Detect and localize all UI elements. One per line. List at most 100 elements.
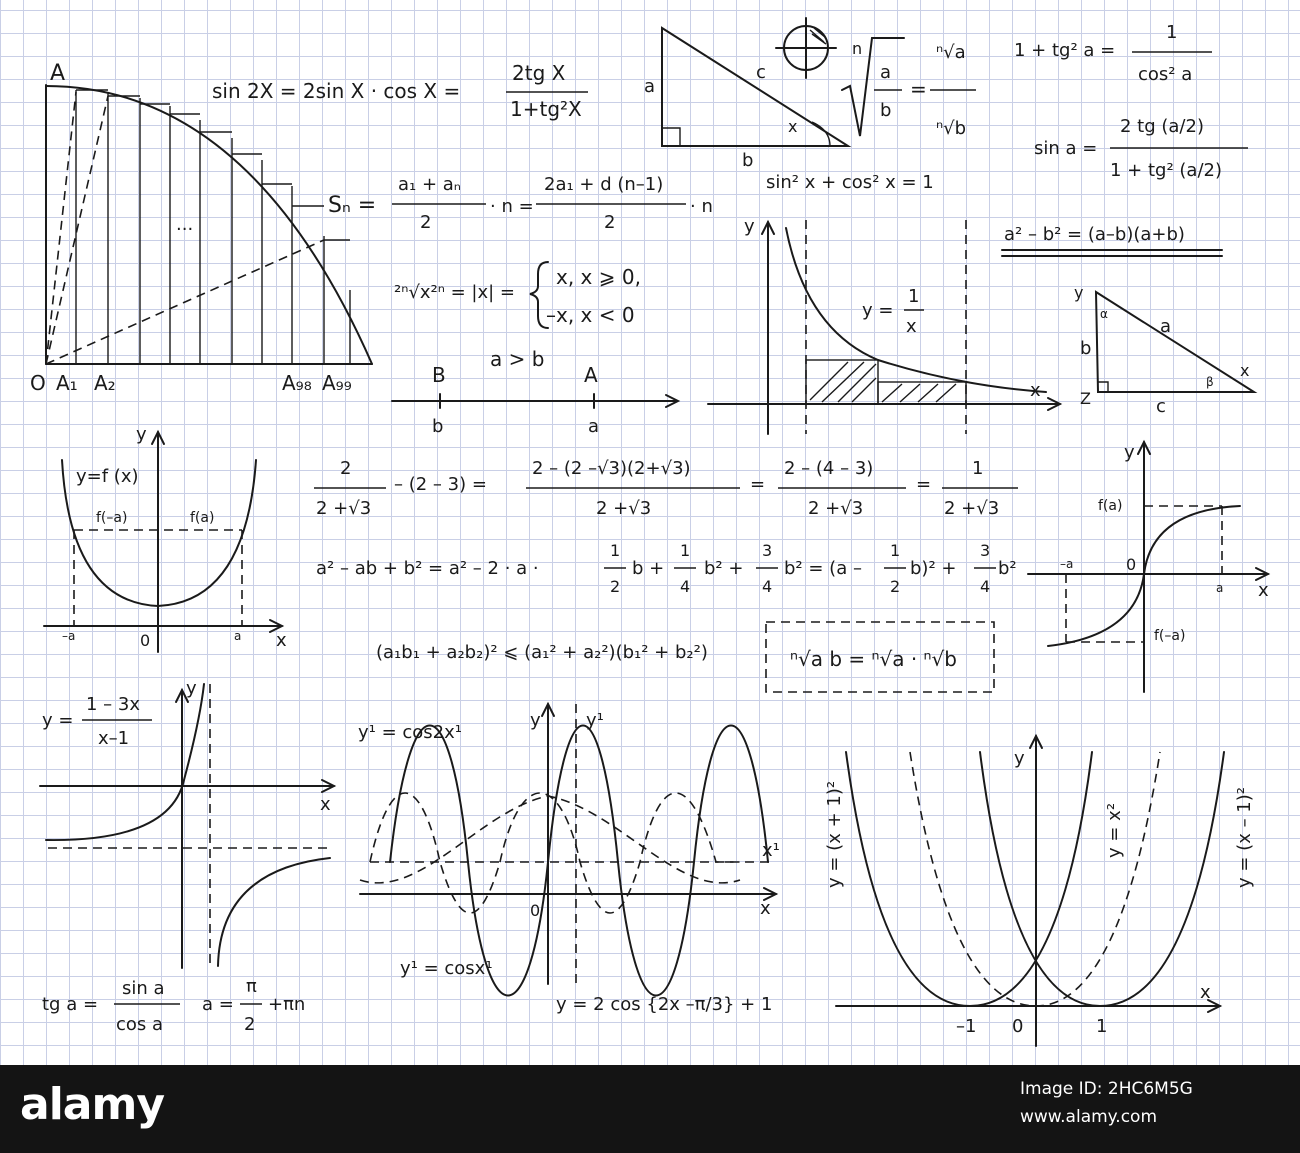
fraction-denominator: 2 (610, 577, 620, 596)
formula-text: ⁿ√a b = ⁿ√a · ⁿ√b (790, 647, 957, 671)
fraction-numerator: 1 (908, 286, 919, 307)
fraction-numerator: 1 (610, 541, 620, 560)
tick-label: –a (62, 629, 75, 643)
odd-function-graph: y f(a) –a 0 a x f(–a) (1027, 439, 1271, 693)
formula-text: b + (632, 558, 664, 579)
formula-text: b² (998, 558, 1017, 579)
rationalization-formula: 2 2 +√3 – (2 – 3) = 2 – (2 –√3)(2+√3) 2 … (314, 458, 1018, 519)
formula-text: b² + (704, 558, 743, 579)
area-label-a98: A₉₈ (282, 371, 312, 395)
tangent-identity: 1 + tg² a = 1 cos² a (1014, 22, 1212, 85)
curve-label-right: y = (x – 1)² (1234, 787, 1255, 888)
fraction-numerator: 1 (1166, 22, 1177, 43)
formula-text: Sₙ = (328, 193, 376, 218)
formula-text: +πn (268, 994, 305, 1015)
fraction-numerator: 1 (680, 541, 690, 560)
y1-axis-label: y¹ (586, 710, 604, 731)
fraction-numerator: 2a₁ + d (n–1) (544, 174, 663, 195)
tick-label: a (234, 629, 241, 643)
tangent-definition: tg a = sin a cos a a = π 2 +πn (42, 976, 305, 1035)
x-axis-label: x (320, 794, 331, 815)
tick-label: –1 (956, 1016, 976, 1037)
hyperbola-graph: y x y = 1 – 3x x–1 (39, 678, 337, 969)
fraction-denominator: 2 +√3 (316, 498, 371, 519)
fraction-denominator: 1+tg²X (510, 97, 582, 121)
equals-sign: = (750, 474, 765, 495)
fraction-numerator: ⁿ√a (936, 42, 966, 63)
shifted-parabolas-graph: y x –1 0 1 y = (x + 1)² y = x² y = (x – … (824, 733, 1255, 1047)
cauchy-inequality: (a₁b₁ + a₂b₂)² ⩽ (a₁² + a₂²)(b₁² + b₂²) (376, 642, 708, 663)
formula-text: ²ⁿ√x²ⁿ = |x| = (394, 282, 515, 303)
even-function-graph: y y=f (x) f(–a) f(a) –a 0 a x (43, 424, 287, 653)
y-axis-label: y (744, 216, 755, 237)
math-doodles: A O A₁ A₂ A₉₈ A₉₉ ... sin 2X = 2sin X · … (30, 17, 1271, 1047)
right-triangle-right: y a b c x Z α β (1074, 283, 1258, 417)
fraction-denominator: ⁿ√b (936, 118, 966, 139)
formula-text: b)² + (910, 558, 956, 579)
circle-crosshair (775, 17, 837, 79)
curve-label-middle: y = x² (1104, 803, 1125, 858)
angle-x: x (788, 117, 797, 136)
arithmetic-sum-formula: Sₙ = a₁ + aₙ 2 · n = 2a₁ + d (n–1) 2 · n (328, 174, 713, 233)
fraction-numerator: 3 (762, 541, 772, 560)
fraction-denominator: 4 (980, 577, 990, 596)
formula-text: – (2 – 3) = (394, 474, 487, 495)
root-fraction-formula: n a b = ⁿ√a ⁿ√b (841, 37, 976, 139)
stock-url: www.alamy.com (1020, 1107, 1158, 1127)
graph-paper-sheet: A O A₁ A₂ A₉₈ A₉₉ ... sin 2X = 2sin X · … (0, 0, 1300, 1065)
area-label-a1: A₁ (56, 371, 78, 395)
fraction-denominator: b (880, 100, 891, 121)
origin-label: 0 (1126, 555, 1136, 574)
formula-text: · n (690, 196, 713, 217)
origin-label: 0 (140, 631, 150, 650)
side-c: c (756, 62, 766, 83)
vertex-z: Z (1080, 389, 1091, 408)
value-label: f(–a) (1154, 628, 1185, 644)
watermark-footer: alamy Image ID: 2HC6M5G www.alamy.com (0, 1065, 1300, 1153)
tick-label: –a (1060, 557, 1073, 571)
curve-label: y = (42, 710, 73, 731)
formula-text: a² – b² = (a–b)(a+b) (1004, 224, 1185, 245)
root-product-box: ⁿ√a b = ⁿ√a · ⁿ√b (765, 621, 995, 693)
equals-sign: = (910, 77, 927, 101)
half-angle-sine: sin a = 2 tg (a/2) 1 + tg² (a/2) (1034, 116, 1248, 181)
area-label-a99: A₉₉ (322, 371, 352, 395)
fraction-denominator: 2 +√3 (944, 498, 999, 519)
image-id: Image ID: 2HC6M5G (1020, 1079, 1193, 1099)
formula-text: b² = (a – (784, 558, 862, 579)
formula-text: a² – ab + b² = a² – 2 · a · (316, 558, 539, 579)
number-line: a > b B b A a (391, 347, 681, 437)
vertex-y: y (1074, 283, 1083, 302)
fraction-numerator: 1 – 3x (86, 694, 140, 715)
tick-label: 1 (1096, 1016, 1107, 1037)
side-b: b (1080, 338, 1091, 359)
y-axis-label: y (1124, 442, 1135, 463)
case-positive: x, x ⩾ 0, (556, 265, 641, 289)
fraction-denominator: 2 +√3 (596, 498, 651, 519)
fraction-denominator: x (906, 316, 917, 337)
x1-axis-label: x¹ (762, 840, 780, 861)
fraction-denominator: 4 (762, 577, 772, 596)
x-axis-label: x (1258, 580, 1269, 601)
inequality-text: a > b (490, 347, 544, 371)
area-label-o: O (30, 371, 46, 395)
formula-text: sin 2X = 2sin X · cos X = (212, 79, 460, 103)
point-label-a-upper: A (584, 363, 598, 387)
formula-text: · n = (490, 196, 534, 217)
side-a: a (644, 76, 655, 97)
fraction-denominator: cos a (116, 1014, 163, 1035)
fraction-numerator: 2 – (4 – 3) (784, 458, 873, 479)
area-label-a2: A₂ (94, 371, 116, 395)
x-axis-label: x (276, 630, 287, 651)
area-ellipsis: ... (176, 214, 193, 235)
fraction-numerator: a₁ + aₙ (398, 174, 461, 195)
fraction-numerator: 3 (980, 541, 990, 560)
y-axis-label: y (530, 710, 541, 731)
side-b: b (742, 150, 753, 171)
fraction-denominator: 2 +√3 (808, 498, 863, 519)
point-label-b-upper: B (432, 363, 446, 387)
x-axis-label: x (760, 898, 771, 919)
value-label: f(a) (1098, 498, 1122, 514)
fraction-denominator: 2 (890, 577, 900, 596)
fraction-numerator: 2 – (2 –√3)(2+√3) (532, 458, 691, 479)
